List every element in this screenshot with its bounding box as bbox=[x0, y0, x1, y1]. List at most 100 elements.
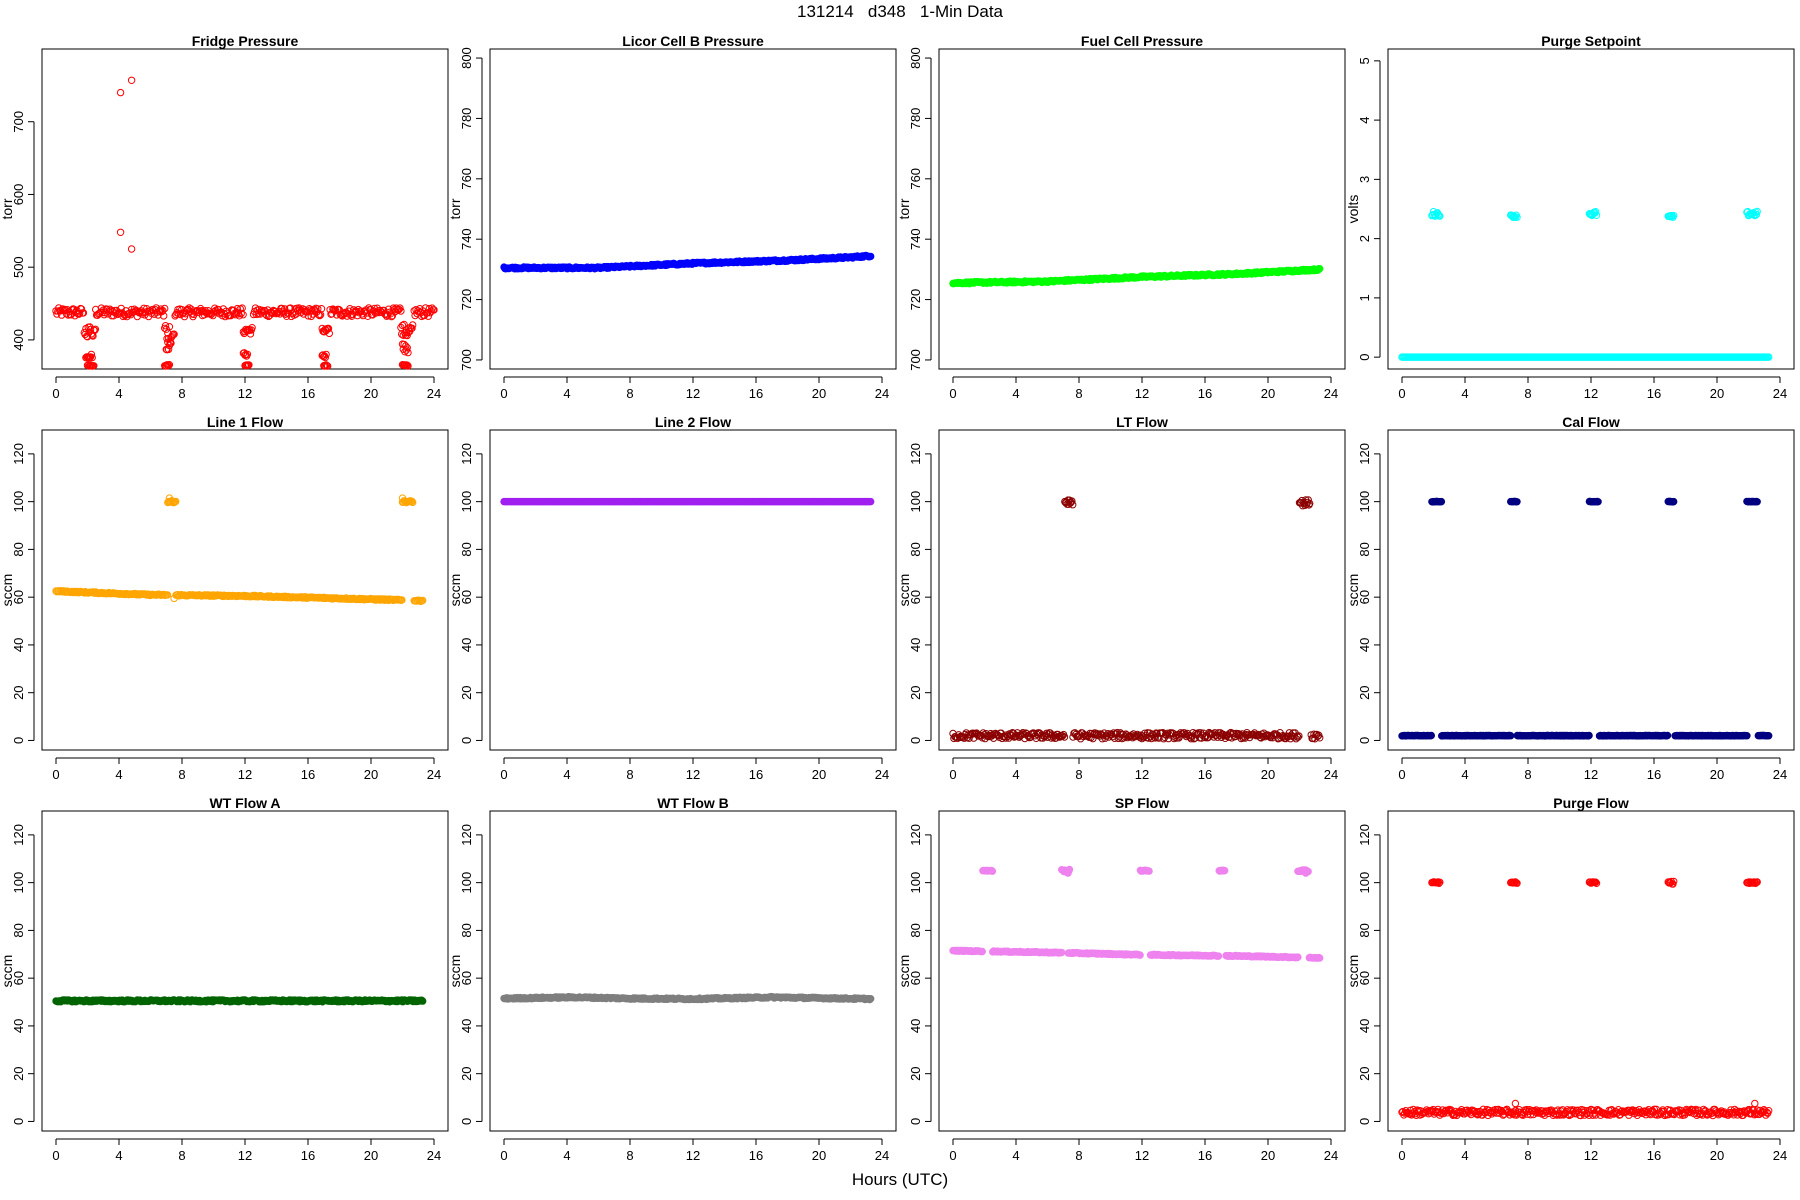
y-tick-label: 120 bbox=[908, 443, 923, 465]
y-tick-label: 80 bbox=[11, 542, 26, 556]
y-tick-label: 4 bbox=[1357, 116, 1372, 123]
x-tick-label: 16 bbox=[301, 767, 315, 782]
data-points bbox=[500, 497, 875, 506]
y-tick-label: 120 bbox=[459, 824, 474, 846]
plot-frame bbox=[41, 810, 449, 1132]
data-point bbox=[1437, 497, 1446, 506]
data-point bbox=[321, 353, 329, 362]
y-tick-label: 120 bbox=[1357, 443, 1372, 465]
y-tick-label: 2 bbox=[1357, 235, 1372, 242]
data-point bbox=[397, 307, 405, 315]
data-point bbox=[372, 308, 381, 317]
x-tick-label: 12 bbox=[238, 386, 252, 401]
y-tick-label: 80 bbox=[908, 542, 923, 556]
data-points bbox=[500, 251, 875, 273]
data-point bbox=[79, 309, 88, 317]
y-tick-label: 20 bbox=[11, 685, 26, 699]
y-tick-label: 40 bbox=[1357, 1019, 1372, 1033]
data-point bbox=[324, 362, 332, 370]
data-point bbox=[403, 344, 411, 352]
data-point bbox=[396, 304, 404, 312]
plot-frame bbox=[489, 429, 897, 751]
panel-title: WT Flow B bbox=[657, 795, 729, 811]
figure-title: 131214 d348 1-Min Data bbox=[796, 2, 1004, 21]
data-point bbox=[160, 312, 168, 320]
data-point bbox=[167, 339, 175, 347]
data-point bbox=[159, 306, 167, 315]
y-tick-label: 40 bbox=[459, 638, 474, 652]
plot-frame bbox=[1387, 48, 1795, 370]
y-tick-label: 740 bbox=[459, 228, 474, 250]
x-tick-label: 4 bbox=[1012, 386, 1019, 401]
data-point bbox=[170, 330, 178, 338]
y-tick-label: 0 bbox=[459, 1118, 474, 1125]
data-point bbox=[248, 324, 256, 332]
y-tick-label: 0 bbox=[11, 737, 26, 744]
x-tick-label: 0 bbox=[500, 767, 507, 782]
data-point bbox=[1753, 498, 1761, 506]
data-point bbox=[127, 245, 136, 253]
x-tick-label: 0 bbox=[949, 767, 956, 782]
y-tick-label: 0 bbox=[908, 1118, 923, 1125]
y-tick-label: 40 bbox=[908, 638, 923, 652]
data-point bbox=[1427, 731, 1436, 740]
data-point bbox=[164, 361, 173, 370]
data-point bbox=[75, 309, 84, 318]
x-tick-label: 8 bbox=[178, 1148, 185, 1163]
data-point bbox=[1765, 732, 1773, 740]
x-tick-label: 24 bbox=[427, 386, 441, 401]
y-axis-label: torr bbox=[896, 198, 912, 219]
x-tick-label: 4 bbox=[1461, 767, 1468, 782]
x-tick-label: 24 bbox=[427, 1148, 441, 1163]
data-point bbox=[430, 306, 438, 314]
y-tick-label: 700 bbox=[459, 349, 474, 371]
data-point bbox=[325, 329, 333, 338]
y-tick-label: 0 bbox=[1357, 737, 1372, 744]
data-point bbox=[395, 305, 403, 314]
x-tick-label: 12 bbox=[1584, 767, 1598, 782]
x-tick-label: 8 bbox=[1524, 386, 1531, 401]
panel-title: LT Flow bbox=[1116, 414, 1168, 430]
y-tick-label: 60 bbox=[908, 590, 923, 604]
y-tick-label: 80 bbox=[1357, 923, 1372, 937]
data-point bbox=[1221, 866, 1229, 875]
x-tick-label: 0 bbox=[1398, 386, 1405, 401]
y-tick-label: 720 bbox=[908, 289, 923, 311]
y-tick-label: 80 bbox=[1357, 542, 1372, 556]
x-tick-label: 20 bbox=[1261, 767, 1275, 782]
y-tick-label: 0 bbox=[908, 737, 923, 744]
x-tick-label: 16 bbox=[1647, 386, 1661, 401]
data-point bbox=[364, 312, 372, 320]
x-tick-label: 12 bbox=[1584, 1148, 1598, 1163]
y-tick-label: 1 bbox=[1357, 294, 1372, 301]
x-tick-label: 0 bbox=[949, 386, 956, 401]
data-points bbox=[500, 992, 875, 1004]
panel-title: WT Flow A bbox=[209, 795, 280, 811]
x-tick-label: 16 bbox=[1198, 767, 1212, 782]
data-point bbox=[867, 995, 875, 1003]
data-point bbox=[326, 306, 334, 314]
data-point bbox=[1302, 869, 1310, 877]
y-tick-label: 760 bbox=[459, 168, 474, 190]
y-tick-label: 120 bbox=[11, 824, 26, 846]
data-point bbox=[168, 331, 177, 339]
x-tick-label: 12 bbox=[1135, 767, 1149, 782]
x-tick-label: 0 bbox=[949, 1148, 956, 1163]
x-tick-label: 20 bbox=[812, 767, 826, 782]
y-tick-label: 60 bbox=[1357, 971, 1372, 985]
x-tick-label: 8 bbox=[626, 767, 633, 782]
y-tick-label: 20 bbox=[459, 685, 474, 699]
data-point bbox=[116, 228, 125, 237]
y-tick-label: 400 bbox=[11, 329, 26, 351]
data-point bbox=[988, 867, 997, 875]
x-tick-label: 4 bbox=[1461, 1148, 1468, 1163]
x-tick-label: 20 bbox=[1710, 1148, 1724, 1163]
data-point bbox=[166, 338, 174, 346]
y-axis-label: torr bbox=[0, 198, 15, 219]
plot-frame bbox=[41, 48, 449, 370]
y-tick-label: 20 bbox=[1357, 685, 1372, 699]
